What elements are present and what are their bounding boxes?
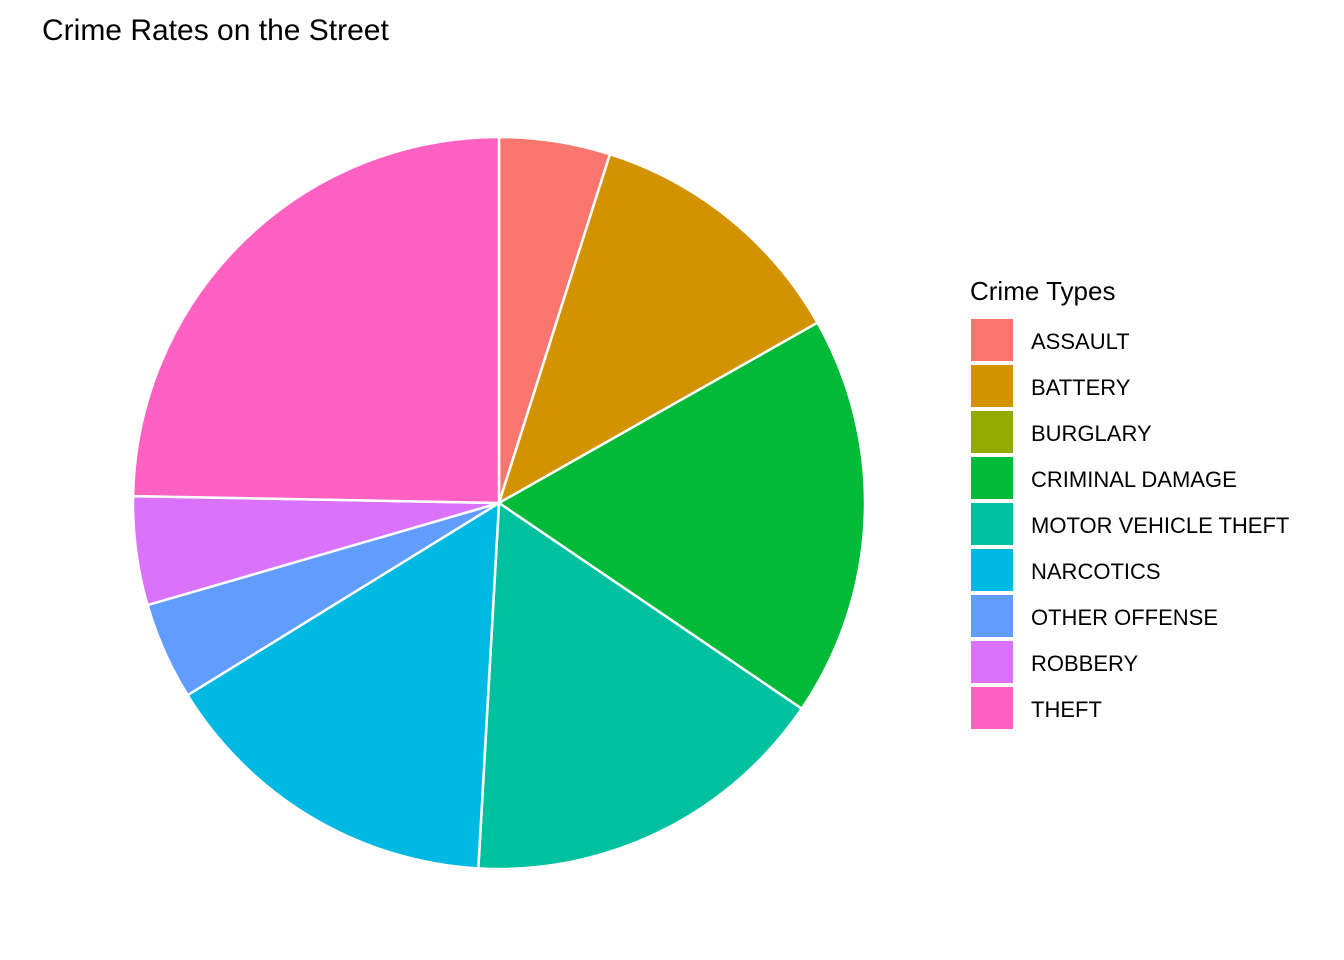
pie-slice-motor-vehicle-theft <box>477 501 803 871</box>
legend: Crime Types ASSAULT BATTERY BURGLARY CRIMIN… <box>969 276 1289 731</box>
pie-slice-narcotics <box>186 501 501 870</box>
legend-label-theft: THEFT <box>1031 697 1102 722</box>
legend-key-theft <box>969 685 1015 731</box>
pie-slice-criminal-damage <box>497 321 867 710</box>
legend-label-criminal-damage: CRIMINAL DAMAGE <box>1031 467 1237 492</box>
legend-label-robbery: ROBBERY <box>1031 651 1139 676</box>
legend-title: Crime Types <box>970 276 1115 306</box>
pie-slice-theft <box>131 135 501 505</box>
legend-label-other-offense: OTHER OFFENSE <box>1031 605 1218 630</box>
legend-key-battery <box>969 363 1015 409</box>
legend-key-assault <box>969 317 1015 363</box>
pie-slice-battery <box>497 152 819 505</box>
legend-key-motor-vehicle-theft <box>969 501 1015 547</box>
legend-label-assault: ASSAULT <box>1031 329 1130 354</box>
legend-label-narcotics: NARCOTICS <box>1031 559 1161 584</box>
legend-label-battery: BATTERY <box>1031 375 1131 400</box>
pie-slices <box>131 135 867 871</box>
chart-title: Crime Rates on the Street <box>42 14 389 47</box>
legend-key-robbery <box>969 639 1015 685</box>
legend-label-burglary: BURGLARY <box>1031 421 1152 446</box>
legend-key-other-offense <box>969 593 1015 639</box>
legend-key-narcotics <box>969 547 1015 593</box>
legend-key-burglary <box>969 409 1015 455</box>
legend-key-criminal-damage <box>969 455 1015 501</box>
legend-label-motor-vehicle-theft: MOTOR VEHICLE THEFT <box>1031 513 1289 538</box>
legend-items: ASSAULT BATTERY BURGLARY CRIMINAL DAMAGE MOT… <box>969 317 1289 731</box>
